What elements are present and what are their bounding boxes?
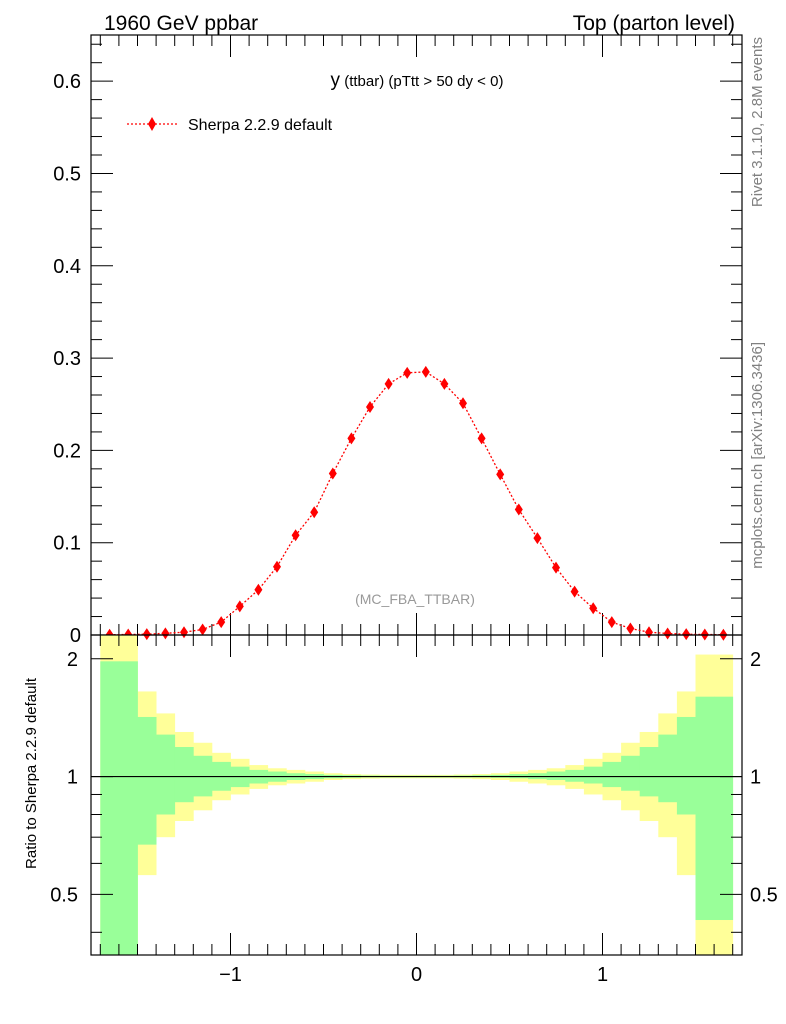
main-y-tick-labels: 0 0.1 0.2 0.3 0.4 0.5 0.6 (53, 71, 81, 647)
data-point-marker (347, 432, 356, 445)
ratio-y-tick-label-right: 1 (750, 767, 761, 789)
y-tick-label: 0.4 (53, 256, 81, 278)
band-inner-bin (137, 716, 157, 845)
y-tick-label: 0 (70, 625, 81, 647)
band-inner-bin (583, 766, 603, 784)
plot-title-sub: (ttbar) (pTtt > 50 dy < 0) (340, 73, 503, 90)
y-tick-label: 0.3 (53, 348, 81, 370)
data-point-marker (235, 600, 244, 613)
band-inner-bin (174, 747, 194, 803)
ratio-y-axis-label: Ratio to Sherpa 2.2.9 default (23, 677, 40, 869)
band-inner-bin (156, 734, 176, 815)
data-point-marker (645, 626, 653, 639)
x-tick-label: 0 (411, 964, 422, 986)
y-tick-label: 0.6 (53, 71, 81, 93)
data-point-marker (366, 401, 374, 413)
ratio-y-tick-label-left: 2 (67, 649, 78, 671)
data-point-marker (496, 468, 505, 481)
band-inner-bin (602, 761, 622, 788)
data-point-marker (254, 583, 263, 596)
band-inner-bin (118, 661, 138, 955)
ratio-panel: 0.5 0.5 1 1 2 2 −1 0 1 Ratio to Sherpa 2.2.9 de… (23, 634, 778, 986)
band-inner-bin (639, 747, 659, 797)
main-axis-ticks (91, 35, 742, 636)
data-point-marker (663, 627, 672, 640)
data-point-marker (328, 467, 337, 480)
data-point-marker (273, 560, 281, 573)
data-point-marker (198, 623, 207, 636)
data-point-marker (589, 602, 598, 615)
header-left: 1960 GeV ppbar (104, 12, 258, 35)
data-point-marker (682, 628, 691, 641)
watermark: (MC_FBA_TTBAR) (355, 591, 475, 607)
band-inner-bin (658, 734, 678, 803)
data-point-marker (607, 616, 616, 629)
data-point-marker (440, 377, 449, 390)
data-point-marker (514, 503, 523, 516)
band-inner-bin (714, 696, 734, 921)
data-point-marker (310, 506, 319, 519)
series-line (109, 371, 724, 636)
main-panel: y (ttbar) (pTtt > 50 dy < 0) 00.10.20.30… (53, 34, 743, 647)
header-right: Top (parton level) (573, 12, 735, 35)
side-label-mcplots: mcplots.cern.ch [arXiv:1306.3436] (749, 342, 766, 569)
x-tick-label: 1 (597, 964, 608, 986)
band-inner-bin (676, 716, 696, 815)
data-point-marker (291, 529, 300, 542)
plot-title: y (ttbar) (pTtt > 50 dy < 0) (331, 70, 504, 91)
ratio-y-tick-labels: 0.5 0.5 1 1 2 2 (50, 649, 778, 907)
legend: Sherpa 2.2.9 default (127, 117, 333, 134)
y-tick-label: 0.1 (53, 533, 81, 555)
band-inner-bin (546, 771, 566, 780)
side-label-rivet: Rivet 3.1.10, 2.8M events (749, 37, 766, 207)
data-point-marker (421, 365, 430, 378)
ratio-axis-ticks (91, 635, 742, 955)
data-point-marker (384, 377, 393, 390)
data-point-marker (403, 366, 412, 379)
band-inner-bin (695, 696, 715, 921)
band-inner-bin (621, 755, 641, 791)
data-point-marker (217, 616, 226, 629)
data-point-marker (477, 432, 486, 445)
data-point-marker (180, 626, 188, 639)
data-point-marker (533, 532, 542, 545)
x-tick-labels: −1 0 1 (219, 964, 608, 986)
data-point-marker (626, 622, 635, 635)
ratio-y-tick-label-left: 1 (67, 767, 78, 789)
ratio-y-tick-label-left: 0.5 (50, 884, 78, 906)
data-point-marker (552, 561, 560, 574)
ratio-y-tick-label-right: 2 (750, 649, 761, 671)
y-tick-label: 0.5 (53, 163, 81, 185)
ratio-frame (90, 634, 743, 956)
ratio-y-tick-label-right: 0.5 (750, 884, 778, 906)
y-tick-label: 0.2 (53, 440, 81, 462)
x-tick-label: −1 (219, 964, 242, 986)
legend-label: Sherpa 2.2.9 default (188, 117, 333, 134)
data-point-marker (459, 397, 467, 410)
band-inner-bin (100, 661, 120, 955)
band-inner-bin (565, 769, 585, 782)
data-point-marker (161, 627, 170, 640)
data-point-marker (570, 585, 579, 598)
plot-title-symbol: y (331, 70, 341, 91)
legend-marker (148, 117, 156, 131)
data-point-marker (142, 628, 151, 641)
